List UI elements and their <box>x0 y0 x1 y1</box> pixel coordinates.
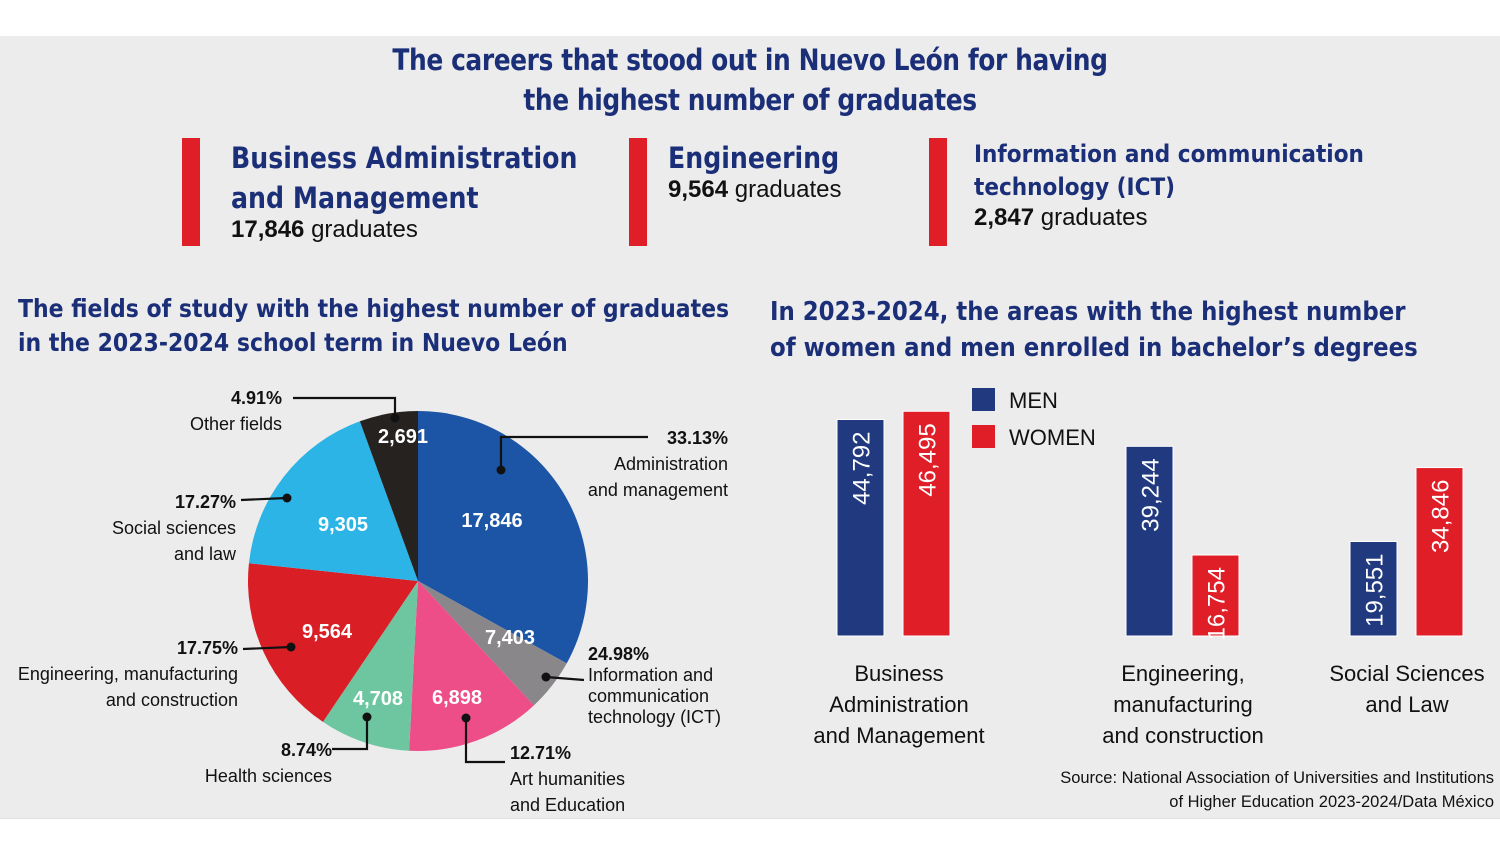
slice-value-label: 9,564 <box>302 621 353 643</box>
men-legend-swatch <box>972 388 995 411</box>
pie-chart: 17,846 33.13% Administration and management… <box>18 388 728 815</box>
slice-percent-label: 33.13% <box>667 428 728 448</box>
men-bar <box>1125 445 1174 637</box>
men-bar <box>836 419 885 637</box>
highlight-count: 2,847 graduates <box>974 204 1148 231</box>
slice-category-label: Engineering, manufacturing <box>18 664 238 684</box>
bar-value-label: 19,551 <box>1362 554 1389 627</box>
category-label: Social Sciences <box>1329 661 1484 686</box>
category-label: and construction <box>1102 723 1263 748</box>
bar-value-label: 39,244 <box>1138 458 1165 531</box>
slice-category-label: and construction <box>106 690 238 710</box>
highlight-name: Information and communication technology… <box>974 140 1364 201</box>
highlight-accent-bar <box>182 138 200 246</box>
category-label: manufacturing <box>1113 692 1252 717</box>
leader-line <box>332 717 369 751</box>
leader-line <box>545 675 585 682</box>
women-bar <box>1415 467 1464 637</box>
pie-slice <box>409 581 534 751</box>
leader-dot <box>541 672 551 682</box>
leader-dot <box>390 413 400 423</box>
slice-category-label: communication <box>588 686 709 706</box>
slice-value-label: 7,403 <box>485 627 535 649</box>
infographic-panel <box>0 36 1500 819</box>
slice-value-label: 6,898 <box>432 687 482 709</box>
highlight-accent-bar <box>629 138 647 246</box>
leader-line <box>242 645 292 651</box>
slice-category-label: Social sciences <box>112 518 236 538</box>
slice-percent-label: 24.98% <box>588 644 649 664</box>
slice-percent-label: 17.75% <box>177 638 238 658</box>
main-title-line2: the highest number of graduates <box>523 83 977 117</box>
pie-slice <box>359 411 418 581</box>
source-note: Source: National Association of Universi… <box>1060 769 1494 811</box>
slice-value-label: 17,846 <box>461 510 522 532</box>
slice-percent-label: 8.74% <box>281 740 332 760</box>
leader-line <box>293 396 397 418</box>
men-bar <box>1349 541 1398 637</box>
slice-percent-label: 17.27% <box>175 492 236 512</box>
highlight-accent-bar <box>929 138 947 246</box>
slice-value-label: 4,708 <box>353 688 403 710</box>
pie-slice <box>247 563 418 722</box>
bar-chart-title: In 2023-2024, the areas with the highest… <box>770 297 1418 363</box>
women-legend-swatch <box>972 425 995 448</box>
bar-value-label: 34,846 <box>1428 480 1455 553</box>
category-label: and Law <box>1365 692 1448 717</box>
women-bar <box>1191 554 1240 637</box>
leader-dot <box>496 465 506 475</box>
pie-slice <box>322 581 418 751</box>
pie-slice <box>418 581 567 706</box>
leader-dot <box>362 712 372 722</box>
category-label: Business <box>854 661 943 686</box>
slice-category-label: Other fields <box>190 414 282 434</box>
slice-category-label: Information and <box>588 665 713 685</box>
slice-category-label: and Education <box>510 795 625 815</box>
bar-chart: 44,792 46,495 Business Administration and Ma… <box>813 388 1485 748</box>
pie-slice <box>248 421 418 581</box>
pie-chart-title: The fields of study with the highest num… <box>18 294 730 357</box>
bar-value-label: 44,792 <box>849 432 876 505</box>
category-label: Administration <box>829 692 968 717</box>
leader-dot <box>461 713 471 723</box>
slice-percent-label: 4.91% <box>231 388 282 408</box>
leader-line <box>240 496 288 502</box>
slice-value-label: 2,691 <box>378 426 428 448</box>
slice-category-label: and management <box>588 480 728 500</box>
slice-category-label: and law <box>174 544 237 564</box>
legend-label: MEN <box>1009 388 1058 413</box>
leader-dot <box>282 493 292 503</box>
women-bar <box>902 410 951 637</box>
slice-category-label: Administration <box>614 454 728 474</box>
main-title: The careers that stood out in Nuevo León… <box>105 40 1395 120</box>
bar-value-label: 16,754 <box>1204 567 1231 640</box>
legend-label: WOMEN <box>1009 425 1096 450</box>
leader-line <box>499 435 648 470</box>
leader-dot <box>286 642 296 652</box>
highlight-name: Business Administration and Management <box>231 141 578 215</box>
leader-line <box>464 718 505 764</box>
slice-category-label: technology (ICT) <box>588 707 721 727</box>
category-label: and Management <box>813 723 984 748</box>
slice-percent-label: 12.71% <box>510 743 571 763</box>
category-label: Engineering, <box>1121 661 1245 686</box>
slice-value-label: 9,305 <box>318 514 368 536</box>
slice-category-label: Health sciences <box>205 766 332 786</box>
bar-value-label: 46,495 <box>915 423 942 496</box>
highlight-count: 9,564 graduates <box>668 176 842 203</box>
slice-category-label: Art humanities <box>510 769 625 789</box>
pie-slice <box>418 411 589 664</box>
highlight-count: 17,846 graduates <box>231 216 418 243</box>
highlight-name: Engineering <box>668 141 840 175</box>
main-title-line1: The careers that stood out in Nuevo León… <box>392 43 1108 77</box>
